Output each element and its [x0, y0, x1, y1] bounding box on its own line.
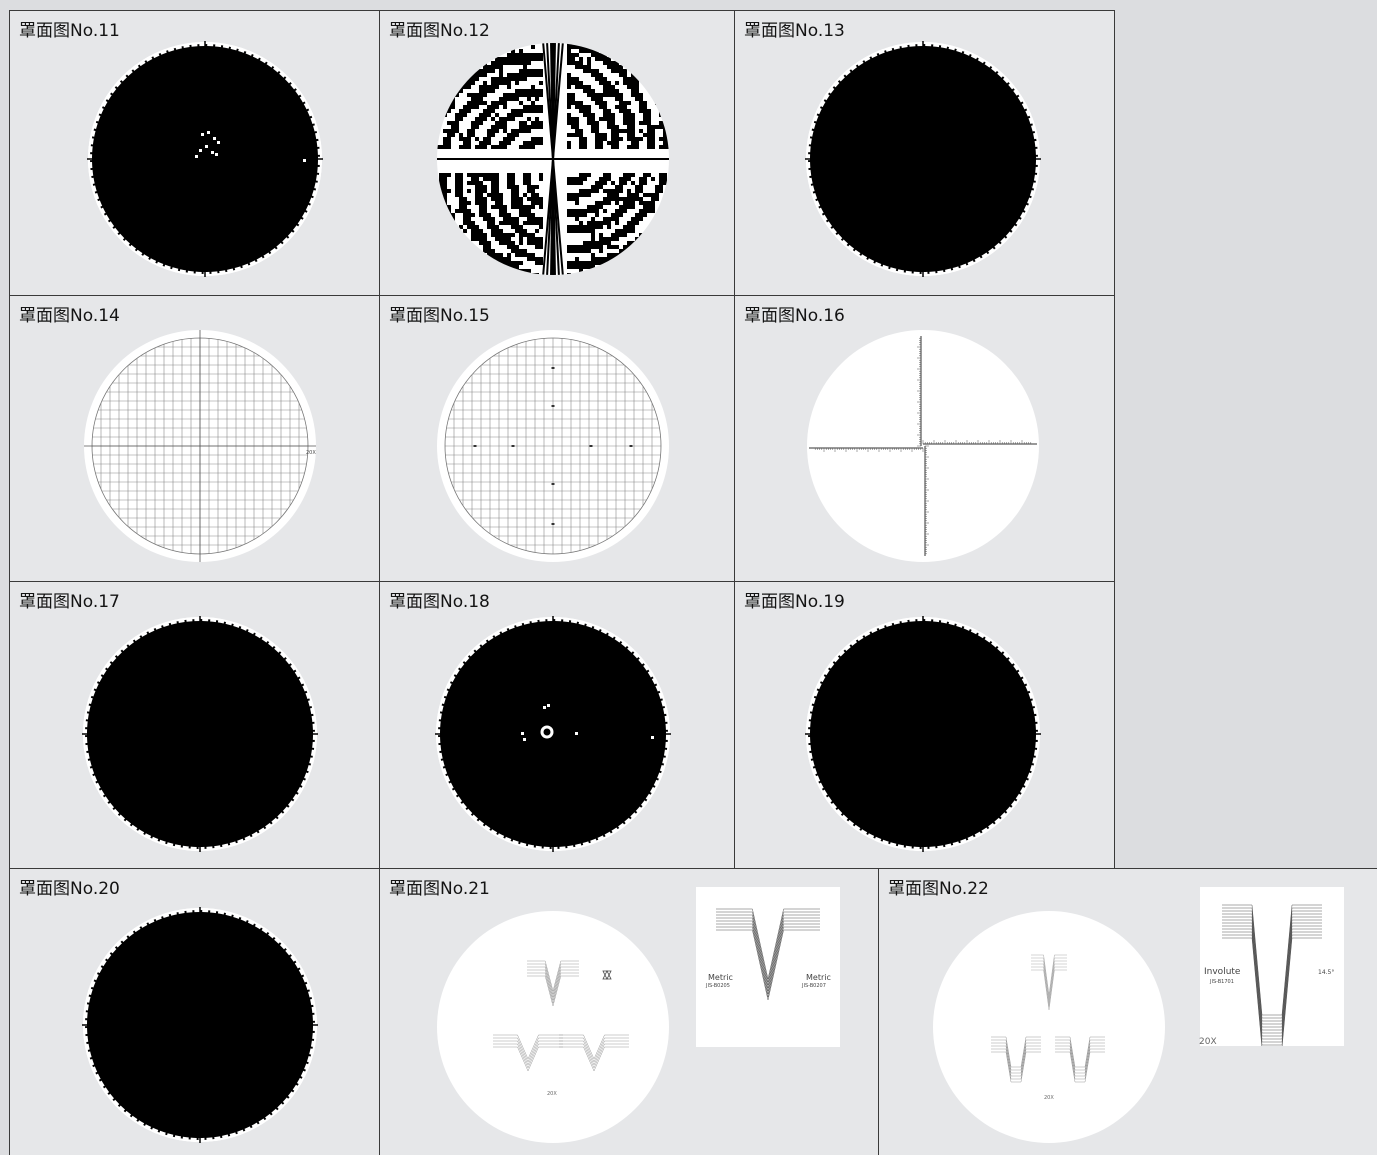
reticle-cell-no12: 罩面图No.12 — [379, 10, 735, 296]
reticle-cell-no13: 罩面图No.13 — [734, 10, 1115, 296]
reticle-title: 罩面图No.17 — [19, 592, 120, 612]
reticle-title: 罩面图No.12 — [389, 21, 490, 41]
reticle-disc — [435, 616, 671, 852]
reticle-disc — [437, 43, 669, 275]
reticle-title: 罩面图No.15 — [389, 306, 490, 326]
reticle-title: 罩面图No.14 — [19, 306, 120, 326]
inset-left-label: Metric — [708, 973, 733, 982]
inset-right-sub: JIS-B0207 — [802, 983, 826, 989]
reticle-cell-no22: 罩面图No.22 20X Involute JIS-B1701 14.5° 20… — [878, 868, 1377, 1155]
inset-left-sub: JIS-B0205 — [706, 983, 730, 989]
inset-magnification-caption: 20X — [1199, 1037, 1217, 1047]
inset-left-label: Involute — [1204, 967, 1241, 977]
reticle-cell-no14: 罩面图No.14 20X — [9, 295, 380, 582]
reticle-disc — [82, 616, 318, 852]
reticle-cell-no16: 罩面图No.16 — [734, 295, 1115, 582]
reticle-cell-no17: 罩面图No.17 — [9, 581, 380, 869]
reticle-disc — [807, 330, 1039, 562]
reticle-title: 罩面图No.11 — [19, 21, 120, 41]
reticle-title: 罩面图No.19 — [744, 592, 845, 612]
reticle-disc — [87, 41, 323, 277]
reticle-cell-no11: 罩面图No.11 — [9, 10, 380, 296]
reticle-cell-no20: 罩面图No.20 — [9, 868, 380, 1155]
reticle-disc — [805, 616, 1041, 852]
inset-right-label: 14.5° — [1318, 969, 1335, 976]
inset-right-label: Metric — [806, 973, 831, 982]
reticle-cell-no18: 罩面图No.18 — [379, 581, 735, 869]
reticle-title: 罩面图No.13 — [744, 21, 845, 41]
thread-profile-inset: Metric JIS-B0205 Metric JIS-B0207 — [696, 887, 840, 1047]
gear-profile-drawing — [1222, 904, 1322, 1046]
reticle-cell-no15: 罩面图No.15 — [379, 295, 735, 582]
reticle-disc — [933, 911, 1165, 1143]
reticle-disc — [82, 907, 318, 1143]
inset-left-sub: JIS-B1701 — [1210, 979, 1234, 985]
reticle-disc — [805, 41, 1041, 277]
reticle-title: 罩面图No.18 — [389, 592, 490, 612]
reticle-cell-no21: 罩面图No.21 20X Metric JIS-B0205 Metric JIS… — [379, 868, 879, 1155]
gear-profile-inset: Involute JIS-B1701 14.5° — [1200, 887, 1344, 1046]
reticle-title: 罩面图No.20 — [19, 879, 120, 899]
magnification-label: 20X — [306, 450, 316, 456]
reticle-title: 罩面图No.22 — [888, 879, 989, 899]
reticle-title: 罩面图No.21 — [389, 879, 490, 899]
reticle-cell-no19: 罩面图No.19 — [734, 581, 1115, 869]
reticle-disc — [84, 330, 316, 562]
reticle-disc — [437, 330, 669, 562]
disc-magnification-label: 20X — [1044, 1095, 1054, 1101]
disc-magnification-label: 20X — [547, 1091, 557, 1097]
reticle-disc — [437, 911, 669, 1143]
thread-profile-drawing — [716, 908, 820, 1001]
right-empty-panel — [1115, 10, 1377, 868]
reticle-title: 罩面图No.16 — [744, 306, 845, 326]
